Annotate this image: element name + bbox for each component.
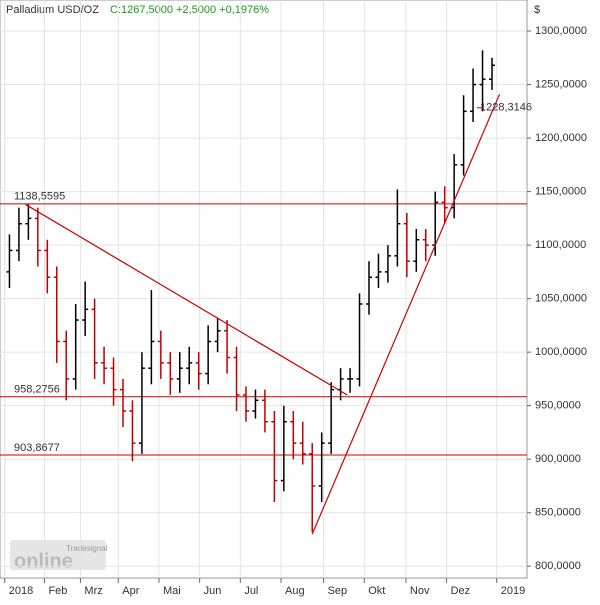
x-tick-label: 2019 — [501, 585, 525, 597]
trend-line — [311, 93, 501, 535]
y-tick-label: 1300,0000 — [535, 25, 587, 37]
logo-brand: Tradesignal — [66, 544, 108, 553]
logo-word: online — [14, 550, 73, 572]
x-tick-label: Feb — [48, 585, 67, 597]
x-tick-label: 2018 — [9, 585, 33, 597]
x-tick-label: Apr — [122, 585, 139, 597]
plot-area — [0, 0, 528, 579]
x-tick-label: Mrz — [84, 585, 102, 597]
y-tick-label: 1100,0000 — [535, 239, 586, 251]
y-tick-label: 1200,0000 — [535, 132, 587, 144]
x-tick-label: Jul — [244, 585, 258, 597]
y-tick-label: 800,0000 — [535, 560, 581, 572]
chart-title: Palladium USD/OZ — [6, 4, 99, 16]
level-label: 958,2756 — [14, 384, 60, 396]
y-tick-label: 900,0000 — [535, 453, 581, 465]
y-tick-label: 950,0000 — [535, 400, 581, 412]
logo-box — [10, 540, 106, 570]
x-tick-label: Sep — [328, 585, 348, 597]
y-tick-label: 1150,0000 — [535, 186, 586, 198]
y-tick-label: 1000,0000 — [535, 346, 587, 358]
level-label: 903,8677 — [14, 442, 60, 454]
currency: $ — [534, 4, 540, 16]
x-tick-label: Aug — [285, 585, 305, 597]
x-tick-label: Jun — [204, 585, 222, 597]
level-label: 1138,5595 — [14, 191, 65, 203]
trend-label: 1228,3146 — [480, 102, 532, 114]
x-tick-label: Nov — [410, 585, 430, 597]
trend-line — [25, 203, 348, 396]
x-tick-label: Okt — [368, 585, 385, 597]
x-tick-label: Dez — [451, 585, 471, 597]
x-tick-label: Mai — [163, 585, 181, 597]
quote: C:1267,5000 +2,5000 +0,1976% — [110, 4, 269, 16]
header: Palladium USD/OZ C:1267,5000 +2,5000 +0,… — [6, 4, 269, 16]
logo: Tradesignal online — [10, 540, 108, 572]
y-tick-label: 1250,0000 — [535, 78, 587, 90]
y-tick-label: 850,0000 — [535, 507, 581, 519]
y-tick-label: 1050,0000 — [535, 293, 587, 305]
